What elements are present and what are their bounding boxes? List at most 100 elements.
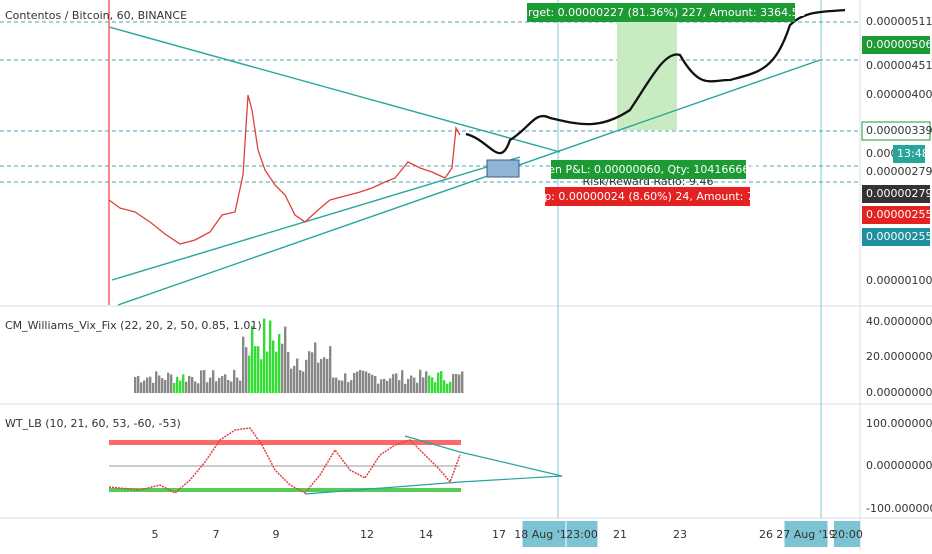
vix-bar [416,382,419,393]
price-label: 13:48 [897,147,929,160]
indicator-axis-label: 20.00000000 [866,350,932,363]
price-tag [862,185,930,203]
vix-bar [350,380,353,393]
vix-bar [455,373,458,393]
time-tag [784,521,828,547]
vix-bar [446,383,449,393]
vix-bar [191,376,194,393]
time-label: 20:00 [831,528,863,541]
time-label: 9 [273,528,280,541]
vix-bar [146,377,149,393]
vix-bar [419,369,422,393]
price-label: 0.00000511 [866,15,932,28]
vix-bar [200,370,203,393]
vix-bar [353,372,356,393]
vix-bar [335,377,338,393]
vix-bar [176,376,179,393]
vix-bar [212,370,215,393]
vix-bar [158,375,161,393]
vix-bar [296,358,299,393]
time-label: 23:00 [566,528,598,541]
vix-bar [371,374,374,393]
vix-bar [317,362,320,393]
time-label: 26 [759,528,773,541]
vix-bar [386,380,389,393]
price-label: 0.00000451 [866,59,932,72]
price-line [108,94,461,245]
indicator-axis: 40.00000000 20.00000000 0.00000000 100.0000… [866,315,932,515]
vix-bar [440,371,443,393]
price-axis: 0.00000511 0.00000506 0.00000451 0.00000400… [861,15,932,287]
vix-bar [149,376,152,393]
vix-bar [170,374,173,393]
vix-bar [278,334,281,393]
vix-bar [344,373,347,393]
vix-title: CM_Williams_Vix_Fix (22, 20, 2, 50, 0.85… [5,319,262,332]
vix-bar [362,370,365,393]
vix-bar [143,380,146,393]
vix-bar [332,377,335,393]
vix-bar [356,371,359,393]
vix-bar [368,373,371,393]
vix-bar [239,380,242,393]
time-label: 7 [213,528,220,541]
vix-bar [134,376,137,393]
time-label: 18 Aug '19 [514,528,574,541]
vix-bar [227,379,230,393]
price-label: 0.00000255 [866,208,932,221]
vix-bar [443,380,446,393]
time-label: 12 [360,528,374,541]
vix-bar [152,382,155,393]
vix-bar [299,370,302,393]
order-labels: Target: 0.00000227 (81.36%) 227, Amount:… [515,3,806,206]
vix-bar [185,381,188,393]
price-label: 0.000 [866,147,898,160]
vix-bar [140,382,143,393]
time-tag [522,521,566,547]
vix-bar [383,378,386,393]
vix-bar [155,371,158,393]
vix-bar [194,381,197,393]
price-label: 0.00000100 [866,274,932,287]
vix-bar [314,342,317,393]
indicator-axis-label: 40.00000000 [866,315,932,328]
session-lines [108,0,822,518]
time-label: 21 [613,528,627,541]
vix-bar [203,370,206,393]
vix-bar [230,381,233,393]
vix-bar [338,380,341,393]
forecast-path [465,8,846,155]
chart-title: Contentos / Bitcoin, 60, BINANCE [5,9,187,22]
vix-bar [275,351,278,393]
vix-bar [173,382,176,393]
vix-bar [284,326,287,393]
vix-bar [428,375,431,393]
vix-bar [224,374,227,393]
vix-bar [434,382,437,393]
price-tag [861,121,931,141]
vix-bar [272,340,275,393]
vix-bar [425,371,428,393]
vix-bar [422,377,425,393]
vix-bar [431,377,434,393]
indicator-axis-label: 0.00000000 [866,386,932,399]
vix-bar [263,318,266,393]
time-label: 27 Aug '19 [776,528,836,541]
vix-bar [311,352,314,393]
vix-bar [257,346,260,393]
vix-bar [242,336,245,393]
price-label: 0.00000339 [866,124,932,137]
vix-bar [269,320,272,393]
vix-bar [398,380,401,393]
vix-bar [248,355,251,393]
vix-bar [251,325,254,393]
vix-bar [302,371,305,393]
vix-bar [245,347,248,393]
stop-label: Stop: 0.00000024 (8.60%) 24, Amount: 750 [526,190,768,203]
vix-bar [452,373,455,393]
position-box [486,159,520,178]
vix-bar [215,381,218,393]
price-label: 0.00000279 [866,187,932,200]
vix-bar [260,359,263,393]
